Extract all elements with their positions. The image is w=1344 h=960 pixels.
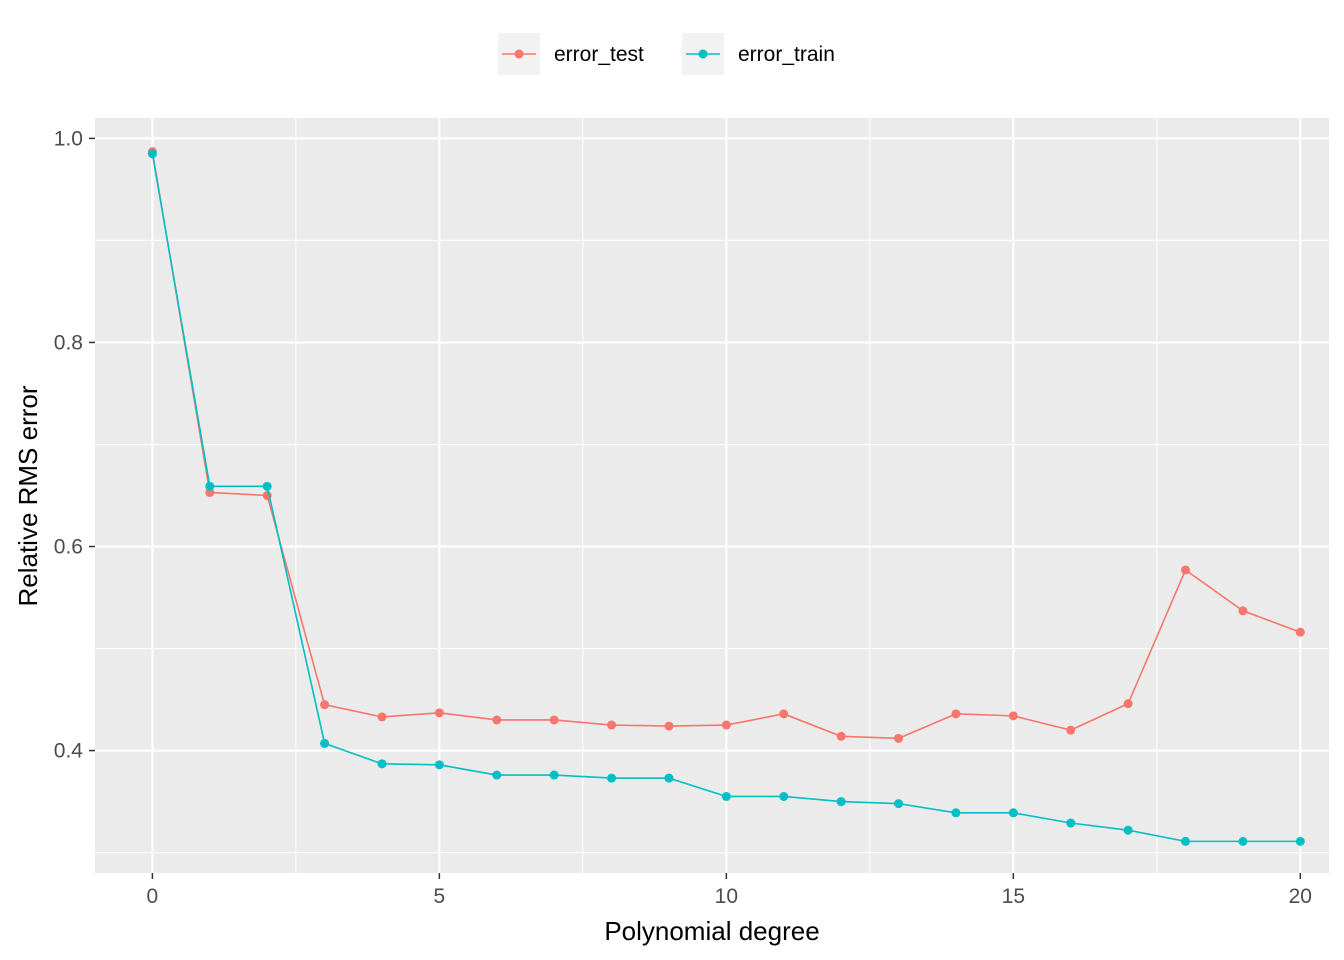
data-point-error-test [894, 733, 904, 743]
x-axis-title: Polynomial degree [604, 916, 819, 946]
data-point-error-test [492, 715, 502, 725]
data-point-error-train [320, 738, 330, 748]
data-point-error-test [721, 720, 731, 730]
data-point-error-train [1008, 808, 1018, 818]
x-tick-label: 0 [147, 885, 159, 908]
legend-label: error_train [738, 43, 835, 66]
data-point-error-train [1295, 836, 1305, 846]
data-point-error-test [664, 721, 674, 731]
legend-label: error_test [554, 43, 644, 66]
data-point-error-train [779, 791, 789, 801]
legend-key-point [698, 49, 708, 59]
data-point-error-train [836, 797, 846, 807]
grid [95, 118, 1329, 873]
data-point-error-test [1295, 627, 1305, 637]
data-point-error-test [607, 720, 617, 730]
data-point-error-train [1123, 825, 1133, 835]
legend-item-error-test: error_test [498, 33, 644, 75]
series-error-test [147, 147, 1305, 743]
data-point-error-train [894, 799, 904, 809]
data-point-error-train [607, 773, 617, 783]
data-point-error-train [1181, 836, 1191, 846]
data-point-error-test [377, 712, 387, 722]
legend-item-error-train: error_train [682, 33, 835, 75]
data-point-error-train [1066, 818, 1076, 828]
x-tick-label: 15 [1002, 885, 1025, 908]
data-point-error-train [377, 759, 387, 769]
x-tick-label: 5 [434, 885, 446, 908]
y-axis-title: Relative RMS error [13, 385, 43, 606]
x-tick-label: 10 [715, 885, 738, 908]
x-tick-label: 20 [1289, 885, 1312, 908]
legend: error_test error_train [498, 33, 835, 75]
data-point-error-train [205, 481, 215, 491]
axes: 0 5 10 15 20 0.4 0.6 0.8 1.0 [54, 127, 1312, 908]
data-point-error-train [721, 791, 731, 801]
data-point-error-test [434, 708, 444, 718]
data-point-error-test [951, 709, 961, 719]
y-tick-label: 0.4 [54, 740, 84, 763]
data-point-error-test [320, 700, 330, 710]
legend-key-point [514, 49, 524, 59]
series-error-train [147, 149, 1305, 846]
data-point-error-train [262, 481, 272, 491]
y-tick-label: 1.0 [54, 127, 83, 150]
plot-panel [95, 118, 1329, 873]
data-point-error-test [779, 709, 789, 719]
data-point-error-test [836, 731, 846, 741]
data-point-error-test [549, 715, 559, 725]
data-point-error-train [951, 808, 961, 818]
y-tick-label: 0.6 [54, 536, 83, 559]
data-point-error-train [664, 773, 674, 783]
data-point-error-train [1238, 836, 1248, 846]
data-point-error-test [1181, 565, 1191, 575]
data-point-error-test [1008, 711, 1018, 721]
series-layer [147, 147, 1305, 846]
y-tick-label: 0.8 [54, 331, 83, 354]
data-point-error-train [147, 149, 157, 159]
data-point-error-test [1066, 725, 1076, 735]
data-point-error-train [492, 770, 502, 780]
data-point-error-test [1238, 606, 1248, 616]
data-point-error-train [434, 760, 444, 770]
data-point-error-train [549, 770, 559, 780]
data-point-error-test [1123, 699, 1133, 709]
